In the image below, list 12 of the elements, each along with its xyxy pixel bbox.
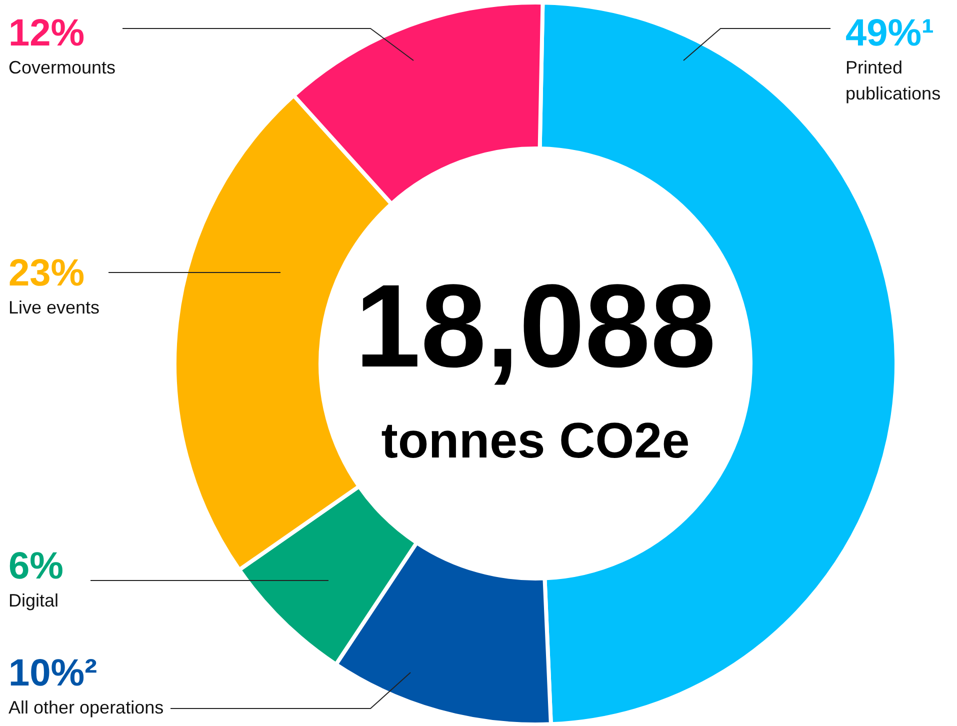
data-label: 49%¹ bbox=[846, 12, 934, 54]
slice-label: Printed publications bbox=[846, 58, 941, 104]
text: tonnes CO2e bbox=[381, 412, 690, 468]
slice-label: Digital bbox=[8, 590, 59, 610]
slice-label: All other operations bbox=[8, 698, 164, 718]
data-label: 23% bbox=[8, 252, 85, 294]
data-label: 10%² bbox=[8, 652, 98, 694]
slice-label: Covermounts bbox=[8, 58, 116, 78]
data-label: 6% bbox=[8, 546, 64, 588]
data-label: 12% bbox=[8, 12, 85, 54]
slice-label: Live events bbox=[8, 298, 100, 318]
text: 18,088 bbox=[355, 260, 716, 392]
